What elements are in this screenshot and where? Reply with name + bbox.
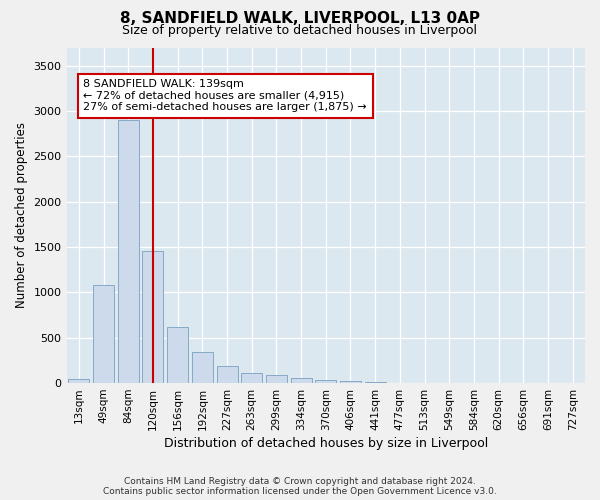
Bar: [167, 327, 188, 383]
X-axis label: Distribution of detached houses by size in Liverpool: Distribution of detached houses by size …: [164, 437, 488, 450]
Bar: [142, 250, 163, 383]
Text: 8 SANDFIELD WALK: 139sqm
← 72% of detached houses are smaller (4,915)
27% of sem: 8 SANDFIELD WALK: 139sqm ← 72% of detach…: [83, 79, 367, 112]
Bar: [192, 352, 213, 383]
Text: Size of property relative to detached houses in Liverpool: Size of property relative to detached ho…: [122, 24, 478, 37]
Bar: [290, 378, 311, 383]
Y-axis label: Number of detached properties: Number of detached properties: [15, 122, 28, 308]
Text: Contains HM Land Registry data © Crown copyright and database right 2024.
Contai: Contains HM Land Registry data © Crown c…: [103, 476, 497, 496]
Text: 8, SANDFIELD WALK, LIVERPOOL, L13 0AP: 8, SANDFIELD WALK, LIVERPOOL, L13 0AP: [120, 11, 480, 26]
Bar: [315, 380, 336, 383]
Bar: [217, 366, 238, 383]
Bar: [266, 376, 287, 383]
Bar: [241, 373, 262, 383]
Bar: [93, 285, 114, 383]
Bar: [68, 378, 89, 383]
Bar: [340, 382, 361, 383]
Bar: [118, 120, 139, 383]
Bar: [365, 382, 386, 383]
